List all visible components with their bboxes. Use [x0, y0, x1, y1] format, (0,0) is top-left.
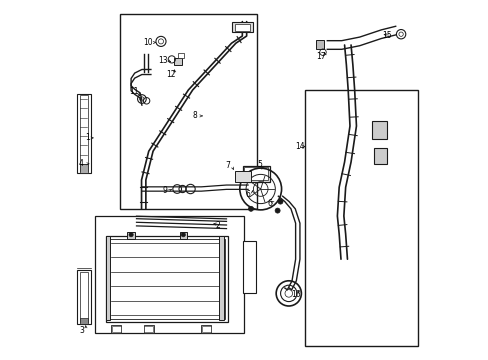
Text: 8: 8 — [192, 111, 197, 120]
Text: 17: 17 — [316, 52, 325, 61]
Bar — [143, 325, 153, 333]
Text: 14: 14 — [294, 142, 304, 151]
Bar — [234, 171, 250, 182]
Text: 7: 7 — [224, 161, 229, 170]
Text: 15: 15 — [382, 31, 391, 40]
Bar — [235, 24, 249, 31]
Text: 6: 6 — [245, 190, 250, 199]
Bar — [373, 148, 386, 164]
Text: 5: 5 — [257, 161, 262, 169]
Bar — [111, 325, 121, 333]
Bar — [112, 326, 121, 332]
Bar — [202, 326, 210, 332]
Bar — [371, 121, 386, 139]
Circle shape — [248, 206, 253, 211]
Bar — [231, 22, 253, 32]
Bar — [106, 236, 228, 322]
Circle shape — [277, 199, 283, 204]
Bar — [127, 232, 134, 239]
Bar — [242, 166, 269, 182]
Bar — [80, 318, 87, 324]
Bar — [174, 58, 182, 65]
Text: 3: 3 — [79, 326, 84, 335]
Text: 1: 1 — [84, 133, 89, 142]
Bar — [77, 94, 91, 173]
Text: 16: 16 — [290, 289, 300, 299]
Bar — [106, 236, 110, 320]
Text: 6: 6 — [267, 199, 272, 208]
Bar — [244, 167, 267, 180]
Bar — [201, 325, 211, 333]
Text: 4: 4 — [79, 159, 83, 168]
Text: 9: 9 — [162, 186, 167, 195]
Text: 12: 12 — [165, 70, 175, 79]
Bar — [80, 272, 87, 322]
Text: 13: 13 — [159, 56, 168, 65]
Circle shape — [129, 233, 133, 237]
Bar — [120, 14, 257, 209]
Bar — [109, 239, 224, 319]
Bar — [219, 236, 223, 320]
Bar — [144, 326, 153, 332]
Bar — [95, 216, 244, 333]
Bar — [80, 164, 87, 173]
Bar — [77, 270, 91, 324]
Text: 2: 2 — [215, 220, 220, 230]
Bar — [80, 95, 87, 171]
Text: 10: 10 — [143, 38, 153, 47]
Circle shape — [181, 233, 185, 237]
Bar — [305, 90, 418, 346]
Text: 11: 11 — [129, 86, 138, 95]
Bar — [178, 53, 184, 58]
Bar — [243, 241, 256, 293]
Bar — [179, 232, 186, 239]
Circle shape — [275, 208, 280, 213]
Bar — [316, 40, 324, 49]
